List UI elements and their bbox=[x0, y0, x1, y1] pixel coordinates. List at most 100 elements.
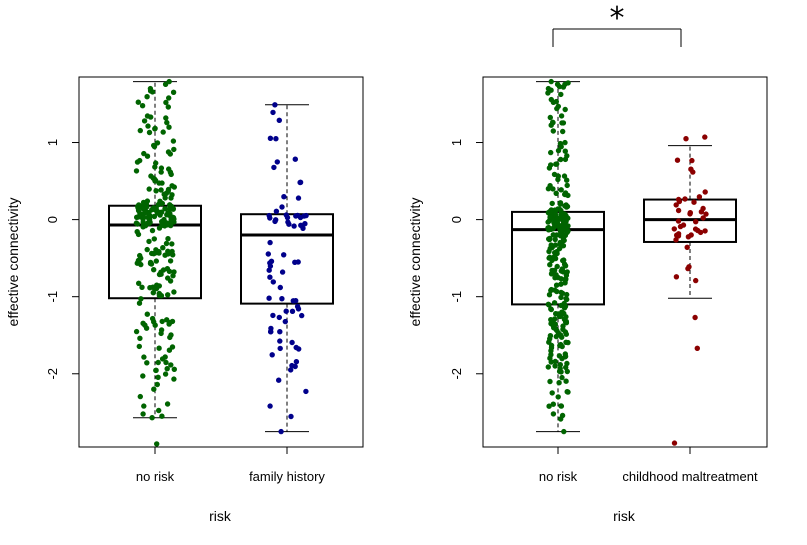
data-point bbox=[562, 148, 568, 154]
data-point bbox=[147, 219, 153, 226]
data-point bbox=[559, 343, 565, 350]
data-point bbox=[284, 214, 291, 221]
data-point bbox=[135, 207, 142, 214]
y-tick-label: -2 bbox=[45, 368, 60, 380]
data-point bbox=[170, 89, 177, 96]
y-tick-label: 0 bbox=[449, 216, 464, 223]
data-point bbox=[159, 413, 165, 419]
data-point bbox=[141, 354, 147, 360]
data-point bbox=[161, 216, 167, 223]
data-point bbox=[675, 196, 682, 203]
data-point bbox=[279, 269, 286, 275]
data-point bbox=[561, 310, 567, 317]
data-point bbox=[133, 220, 140, 226]
data-point bbox=[138, 255, 144, 261]
data-point bbox=[165, 188, 171, 195]
data-point bbox=[277, 345, 283, 352]
data-point bbox=[166, 321, 172, 327]
data-point bbox=[564, 153, 570, 159]
data-point bbox=[550, 322, 556, 328]
data-point bbox=[702, 134, 708, 140]
data-point bbox=[171, 366, 178, 372]
data-point bbox=[278, 428, 284, 435]
points-1 bbox=[671, 134, 709, 446]
data-point bbox=[562, 329, 569, 335]
data-point bbox=[552, 363, 558, 369]
data-point bbox=[144, 93, 150, 100]
data-point bbox=[677, 223, 684, 230]
data-point bbox=[549, 119, 556, 126]
data-point bbox=[292, 363, 298, 370]
data-point bbox=[557, 156, 564, 163]
data-point bbox=[548, 96, 554, 103]
data-point bbox=[291, 223, 297, 229]
data-point bbox=[166, 78, 172, 85]
data-point bbox=[164, 401, 171, 407]
y-tick-label: -1 bbox=[449, 291, 464, 303]
data-point bbox=[151, 386, 157, 392]
x-tick-label: childhood maltreatment bbox=[622, 469, 758, 484]
data-point bbox=[548, 242, 554, 248]
data-point bbox=[145, 123, 151, 129]
data-point bbox=[302, 221, 308, 227]
data-point bbox=[277, 338, 283, 344]
data-point bbox=[171, 184, 178, 190]
data-point bbox=[548, 78, 554, 85]
data-point bbox=[161, 191, 167, 198]
data-point bbox=[156, 283, 163, 289]
data-point bbox=[692, 314, 698, 321]
data-point bbox=[560, 84, 567, 90]
data-point bbox=[685, 234, 692, 240]
data-point bbox=[281, 252, 287, 258]
data-point bbox=[554, 263, 560, 270]
data-point bbox=[555, 394, 561, 400]
data-point bbox=[547, 378, 553, 385]
data-point bbox=[268, 329, 274, 335]
data-point bbox=[170, 205, 177, 212]
data-point bbox=[165, 275, 171, 281]
data-point bbox=[694, 345, 700, 351]
y-axis-title: effective connectivity bbox=[5, 198, 21, 327]
data-point bbox=[166, 124, 172, 130]
data-point bbox=[550, 401, 556, 407]
data-point bbox=[151, 267, 157, 273]
data-point bbox=[282, 318, 288, 325]
data-point bbox=[558, 223, 564, 229]
data-point bbox=[273, 217, 279, 223]
data-point bbox=[171, 146, 177, 153]
data-point bbox=[147, 259, 154, 266]
data-point bbox=[151, 251, 157, 257]
data-point bbox=[296, 346, 302, 352]
data-point bbox=[682, 196, 688, 202]
data-point bbox=[140, 199, 147, 206]
data-point bbox=[158, 187, 164, 193]
data-point bbox=[558, 187, 564, 193]
data-point bbox=[552, 358, 558, 365]
data-point bbox=[156, 225, 163, 231]
data-point bbox=[675, 218, 682, 224]
data-point bbox=[157, 198, 163, 205]
data-point bbox=[285, 219, 291, 225]
data-point bbox=[293, 213, 299, 219]
plot-frame bbox=[78, 76, 364, 448]
data-point bbox=[169, 241, 175, 247]
data-point bbox=[158, 271, 164, 277]
data-point bbox=[560, 236, 567, 242]
data-point bbox=[155, 359, 161, 366]
data-point bbox=[686, 264, 692, 270]
data-point bbox=[134, 229, 140, 235]
data-point bbox=[267, 239, 273, 246]
data-point bbox=[163, 115, 169, 121]
data-point bbox=[563, 204, 570, 210]
data-point bbox=[279, 296, 285, 302]
data-point bbox=[556, 313, 563, 320]
data-point bbox=[151, 213, 158, 220]
data-point bbox=[547, 214, 553, 220]
data-point bbox=[146, 186, 152, 192]
x-axis-title: risk bbox=[209, 508, 232, 524]
data-point bbox=[139, 284, 145, 290]
data-point bbox=[553, 190, 559, 197]
x-tick-label: no risk bbox=[539, 469, 578, 484]
box-1 bbox=[643, 145, 737, 299]
